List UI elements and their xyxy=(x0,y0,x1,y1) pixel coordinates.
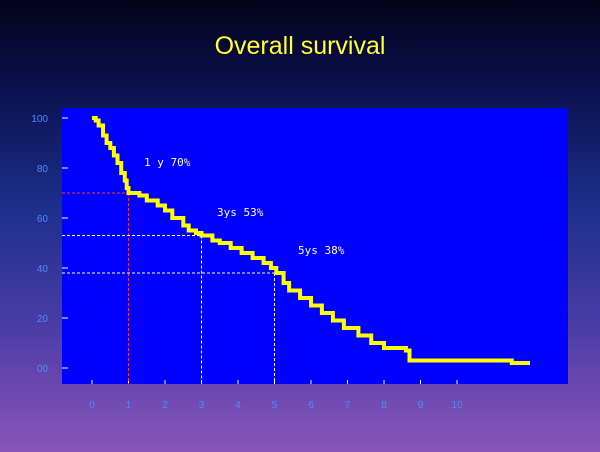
x-tick-label: 8 xyxy=(381,400,387,411)
survival-annotation: 1 y 70% xyxy=(144,156,191,169)
x-tick-label: 7 xyxy=(345,400,351,411)
survival-annotation: 5ys 38% xyxy=(298,244,345,257)
plot-area xyxy=(62,108,568,384)
x-tick-label: 0 xyxy=(89,400,95,411)
chart-title: Overall survival xyxy=(214,32,386,60)
survival-annotation: 3ys 53% xyxy=(217,206,264,219)
y-tick-label: 20 xyxy=(37,314,49,325)
x-tick-label: 6 xyxy=(308,400,314,411)
x-tick-label: 10 xyxy=(451,400,463,411)
y-tick-label: 00 xyxy=(37,364,49,375)
x-tick-label: 5 xyxy=(272,400,278,411)
x-tick-label: 2 xyxy=(162,400,168,411)
y-tick-label: 60 xyxy=(37,214,49,225)
x-tick-label: 3 xyxy=(199,400,205,411)
y-tick-label: 80 xyxy=(37,164,49,175)
y-tick-label: 100 xyxy=(31,114,48,125)
x-tick-label: 9 xyxy=(418,400,424,411)
survival-curve xyxy=(92,116,530,365)
y-tick-label: 40 xyxy=(37,264,49,275)
x-tick-label: 4 xyxy=(235,400,241,411)
x-tick-label: 1 xyxy=(126,400,132,411)
